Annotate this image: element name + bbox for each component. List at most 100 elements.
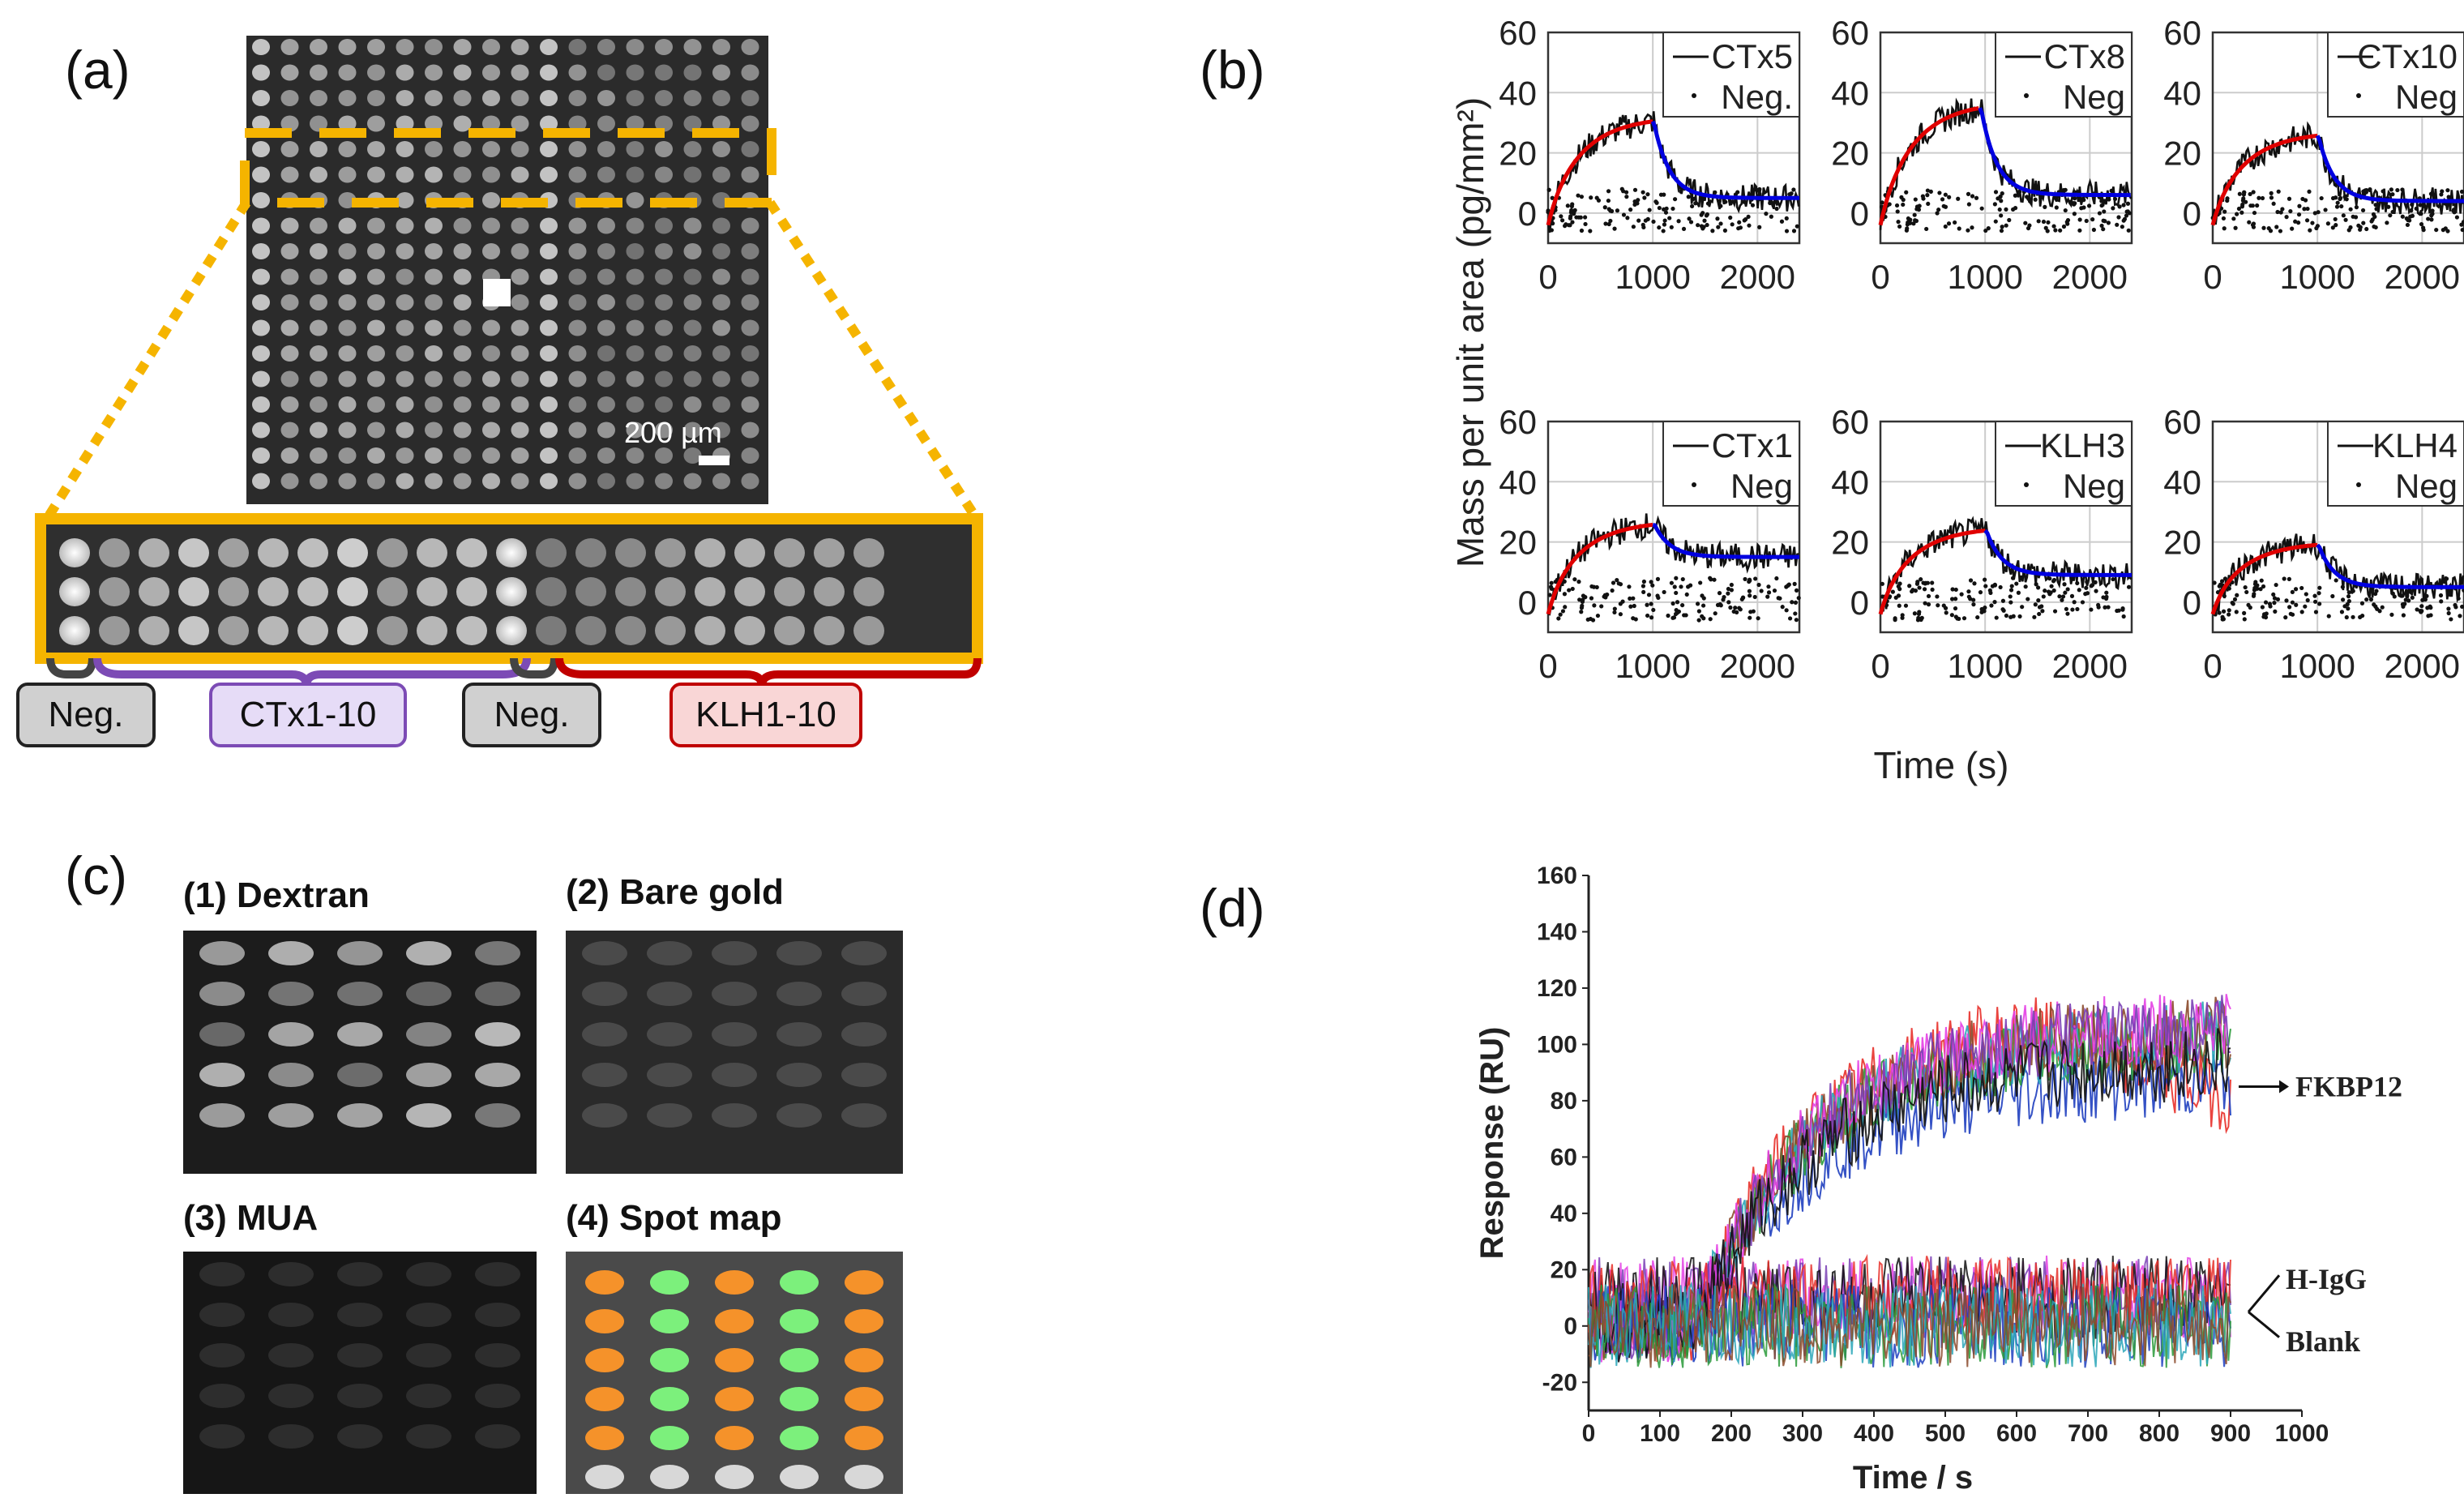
array-spot xyxy=(310,447,327,464)
array-spot xyxy=(482,166,500,183)
neg-point xyxy=(2041,594,2046,599)
array-spot xyxy=(683,268,702,285)
neg-point xyxy=(2049,584,2054,588)
array-spot xyxy=(597,39,615,55)
neg-point xyxy=(1726,600,1731,605)
bright-marker xyxy=(483,279,511,306)
spot xyxy=(268,1343,314,1367)
neg-point xyxy=(2297,203,2302,208)
array-spot xyxy=(712,64,730,81)
array-spot xyxy=(453,473,472,490)
array-spot xyxy=(626,422,644,439)
array-spot xyxy=(655,294,673,310)
neg-point xyxy=(1700,211,1705,216)
neg-point xyxy=(2308,228,2312,233)
array-spot xyxy=(425,319,443,336)
strip-spot xyxy=(99,577,130,606)
neg-point xyxy=(1611,580,1616,585)
neg-point xyxy=(1911,221,1916,226)
annotation-blank: Blank xyxy=(2286,1325,2360,1358)
spot xyxy=(268,1063,314,1087)
array-spot xyxy=(712,396,730,413)
array-spot xyxy=(425,141,443,157)
neg-point xyxy=(2121,218,2126,223)
neg-point xyxy=(1667,216,1672,220)
neg-point xyxy=(2274,225,2279,229)
neg-point xyxy=(1716,225,1721,229)
neg-point xyxy=(1743,217,1748,222)
neg-point xyxy=(1705,212,1710,217)
panel-a-figure: 200 µm xyxy=(35,36,983,687)
neg-point xyxy=(2077,588,2081,593)
array-spot xyxy=(568,115,587,132)
array-spot xyxy=(511,473,529,490)
y-tick-label: 60 xyxy=(1551,1144,1577,1171)
array-spot xyxy=(396,473,414,490)
neg-point xyxy=(1559,214,1564,219)
neg-point xyxy=(1930,587,1935,593)
neg-point xyxy=(1978,590,1983,595)
association-fit xyxy=(1546,119,1653,226)
neg-point xyxy=(2252,592,2257,597)
neg-point xyxy=(1916,615,1921,620)
neg-point xyxy=(2272,601,2277,606)
neg-point xyxy=(2364,226,2369,232)
neg-point xyxy=(2338,196,2342,202)
neg-point xyxy=(2027,223,2032,228)
x-tick-label: 900 xyxy=(2210,1420,2251,1447)
array-spot xyxy=(597,166,615,183)
array-spot xyxy=(453,396,472,413)
neg-point xyxy=(1649,615,1654,620)
array-spot xyxy=(425,90,443,106)
array-spot xyxy=(568,64,587,81)
neg-point xyxy=(1578,215,1583,220)
spot xyxy=(406,982,451,1006)
neg-point xyxy=(1757,225,1762,229)
strip-spot xyxy=(575,616,606,645)
neg-point xyxy=(1780,605,1785,610)
neg-point xyxy=(1733,606,1738,610)
strip-spot xyxy=(417,616,447,645)
neg-point xyxy=(2462,588,2464,593)
legend-box xyxy=(1995,421,2132,507)
annotation-arrow-higg xyxy=(2247,1274,2281,1313)
neg-point xyxy=(2426,614,2431,618)
array-spot xyxy=(568,422,587,439)
y-tick-label: 40 xyxy=(1499,463,1537,501)
spot xyxy=(780,1270,819,1295)
strip-spot xyxy=(536,577,567,606)
neg-point xyxy=(1748,610,1753,614)
array-spot xyxy=(252,166,270,183)
neg-point xyxy=(2125,201,2131,206)
array-spot xyxy=(310,345,327,362)
spot xyxy=(585,1426,624,1450)
neg-point xyxy=(2340,597,2346,602)
array-spot xyxy=(540,422,558,439)
strip-spot xyxy=(695,538,725,567)
neg-point xyxy=(2410,213,2415,218)
array-spot xyxy=(712,422,730,439)
array-spot xyxy=(367,396,385,413)
spot xyxy=(715,1348,754,1372)
neg-point xyxy=(2428,606,2433,610)
neg-point xyxy=(2227,612,2231,617)
array-spot xyxy=(683,39,702,55)
array-spot xyxy=(655,217,673,234)
strip-spot xyxy=(853,538,884,567)
neg-point xyxy=(2421,225,2426,230)
neg-point xyxy=(2296,220,2301,225)
neg-point xyxy=(2225,196,2230,201)
spot xyxy=(337,1424,383,1449)
neg-point xyxy=(1590,618,1596,623)
neg-point xyxy=(1930,580,1935,585)
neg-point xyxy=(2392,594,2397,599)
spot xyxy=(845,1387,883,1411)
strip-spot xyxy=(496,538,527,567)
neg-point xyxy=(2111,206,2115,211)
neg-point xyxy=(2217,584,2222,588)
neg-point xyxy=(1743,576,1747,582)
spot xyxy=(715,1270,754,1295)
strip-spot xyxy=(536,616,567,645)
array-spot xyxy=(511,141,529,157)
array-spot xyxy=(482,39,500,55)
